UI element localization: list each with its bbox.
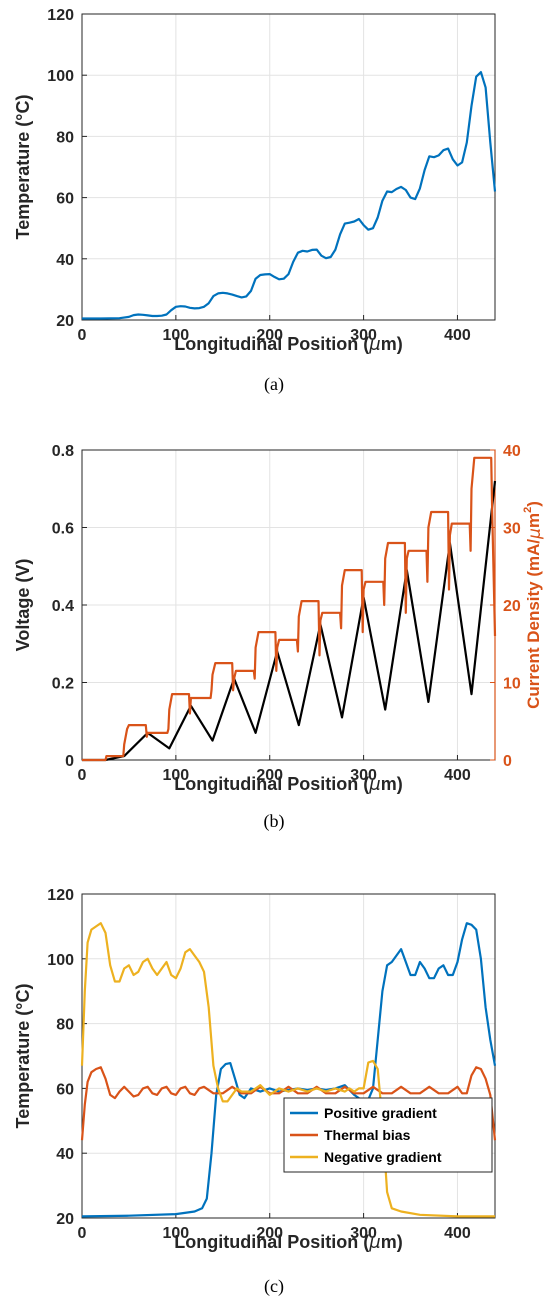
series-line-thermal-bias <box>80 1066 497 1141</box>
series-line-0 <box>82 70 497 320</box>
y-tick-label: 60 <box>56 1081 74 1098</box>
chart-a: 0 100 200 300 400 20 40 60 80 100 120 Longitudinal… <box>13 7 497 355</box>
y-tick-label: 40 <box>56 252 74 269</box>
x-tick-label: 400 <box>444 767 471 784</box>
x-tick-label: 400 <box>444 327 471 344</box>
y-tick-label: 0.2 <box>52 676 74 693</box>
x-tick-label: 200 <box>256 327 283 344</box>
legend-entry-label: Thermal bias <box>324 1127 411 1143</box>
x-tick-label: 300 <box>350 767 377 784</box>
y-tick-label: 0.6 <box>52 521 74 538</box>
y-tick-label: 20 <box>56 313 74 330</box>
series-line-0 <box>82 480 497 762</box>
caption-c: (c) <box>264 1276 284 1296</box>
chart-panel-a: 0 100 200 300 400 20 40 60 80 100 120 Longitudinal… <box>0 0 548 410</box>
y-right-tick-label: 20 <box>503 598 521 615</box>
x-tick-label: 100 <box>163 767 190 784</box>
legend-entry-label: Negative gradient <box>324 1149 442 1165</box>
y-tick-label: 80 <box>56 1017 74 1034</box>
series-line-1 <box>82 456 497 762</box>
chart-b: 0 100 200 300 400 0 0.2 0.4 0.6 0.8 0 10 20 30 40 Long… <box>13 443 545 795</box>
x-tick-label: 400 <box>444 1225 471 1242</box>
x-tick-label: 100 <box>163 327 190 344</box>
chart-panel-c: 0 100 200 300 400 20 40 60 80 100 120 Longitudinal… <box>0 880 548 1313</box>
y-tick-label: 120 <box>47 887 74 904</box>
legend: Positive gradient Thermal bias Negative gr… <box>283 1097 493 1173</box>
x-tick-label: 0 <box>78 767 87 784</box>
y-tick-label: 20 <box>56 1211 74 1228</box>
x-tick-label: 300 <box>350 1225 377 1242</box>
x-tick-label: 100 <box>163 1225 190 1242</box>
legend-box <box>283 1097 493 1173</box>
caption-a: (a) <box>264 374 284 394</box>
y-tick-label: 0 <box>65 753 74 770</box>
legend-entry-label: Positive gradient <box>324 1105 437 1121</box>
x-tick-label: 300 <box>350 327 377 344</box>
y-axis-label: Temperature (°C) <box>13 95 33 240</box>
y-tick-label: 100 <box>47 952 74 969</box>
y-tick-label: 0.4 <box>52 598 74 615</box>
y-tick-label: 80 <box>56 129 74 146</box>
y-axis-label-right: Current Density (mA/μm2) <box>522 501 545 709</box>
x-tick-label: 0 <box>78 1225 87 1242</box>
y-right-tick-label: 40 <box>503 443 521 460</box>
caption-b: (b) <box>263 811 285 831</box>
x-tick-label: 200 <box>256 767 283 784</box>
x-axis-label: Longitudinal Position (μm) <box>174 774 402 795</box>
y-tick-label: 40 <box>56 1146 74 1163</box>
y-right-tick-label: 0 <box>503 753 512 770</box>
y-axis-label-left: Voltage (V) <box>13 559 33 652</box>
x-axis-label: Longitudinal Position (μm) <box>174 334 402 355</box>
x-tick-label: 200 <box>256 1225 283 1242</box>
y-axis-label: Temperature (°C) <box>13 984 33 1129</box>
y-tick-label: 0.8 <box>52 443 74 460</box>
y-tick-label: 60 <box>56 191 74 208</box>
y-right-tick-label: 10 <box>503 676 521 693</box>
chart-c: 0 100 200 300 400 20 40 60 80 100 120 Longitudinal… <box>13 887 497 1253</box>
x-tick-label: 0 <box>78 327 87 344</box>
y-tick-label: 100 <box>47 68 74 85</box>
y-tick-label: 120 <box>47 7 74 24</box>
x-axis-label: Longitudinal Position (μm) <box>174 1232 402 1253</box>
series-line-negative-gradient <box>80 922 495 1218</box>
y-right-tick-label: 30 <box>503 521 521 538</box>
chart-panel-b: 0 100 200 300 400 0 0.2 0.4 0.6 0.8 0 10 20 30 40 Long… <box>0 436 548 856</box>
